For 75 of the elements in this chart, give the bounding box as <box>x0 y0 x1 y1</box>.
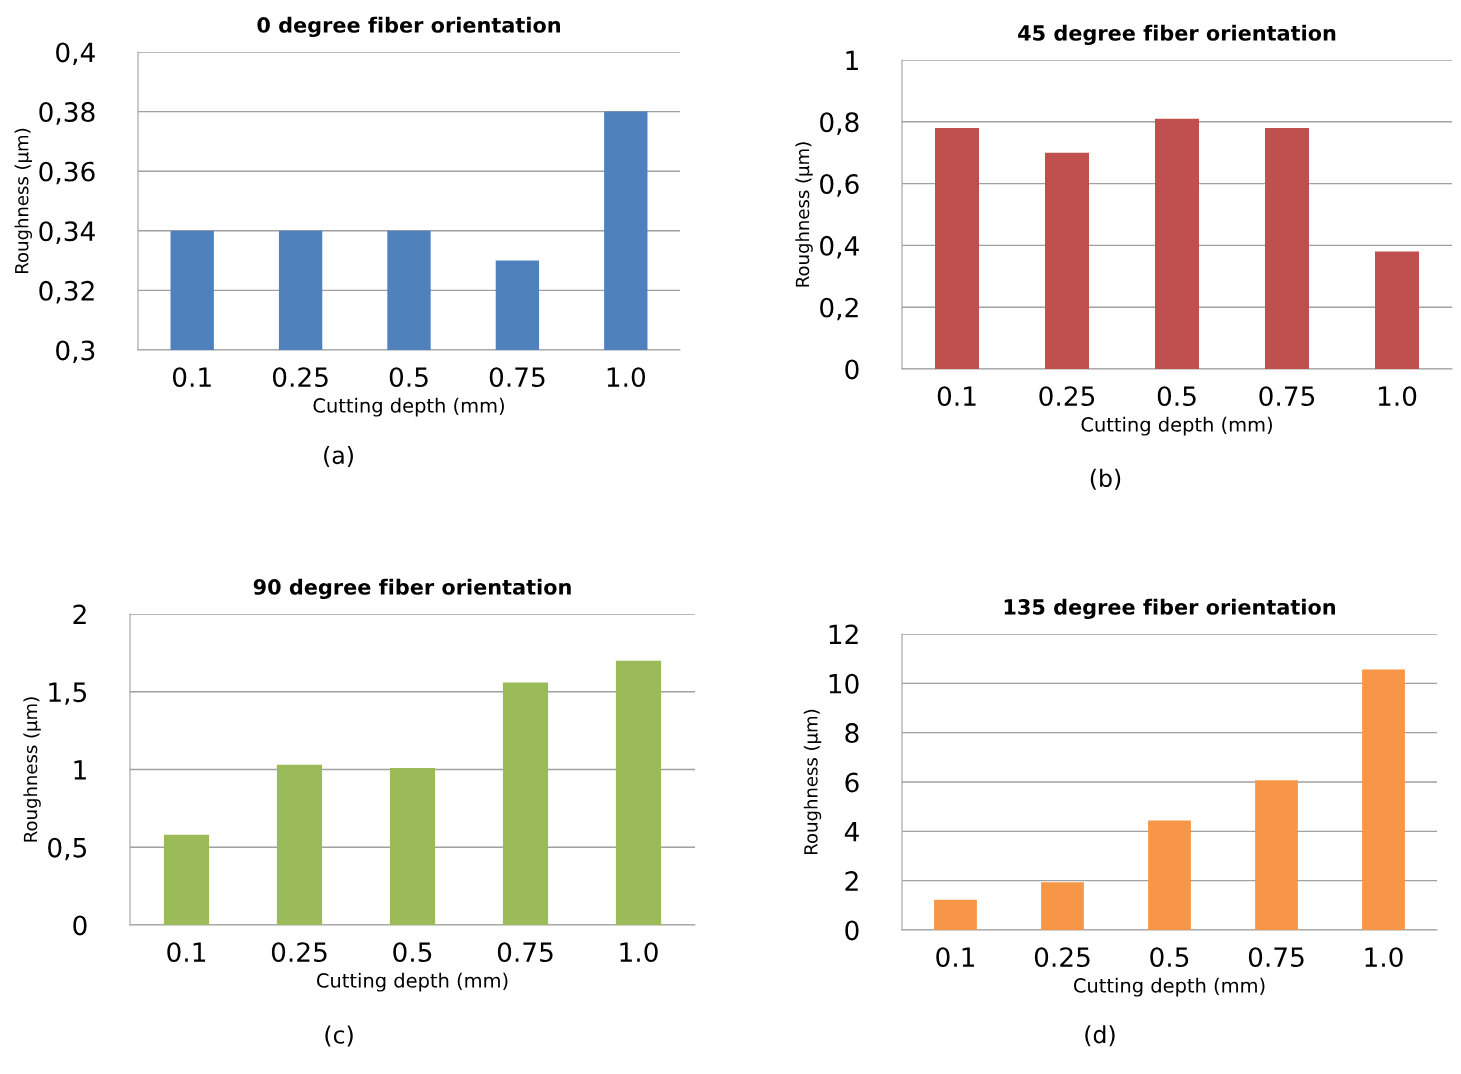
x-tick-label: 1.0 <box>620 942 658 963</box>
y-tick-label: 12 <box>829 624 858 645</box>
x-tick-label: 0.75 <box>1248 947 1304 968</box>
bar <box>934 899 977 930</box>
y-tick-label: 1 <box>74 760 86 780</box>
text: (d) <box>1085 1025 1115 1047</box>
y-tick-label: 0,6 <box>820 174 859 197</box>
text: (c) <box>325 1025 353 1047</box>
y-tick-label: 0,34 <box>39 221 95 244</box>
x-axis-title: Cutting depth (mm) <box>316 972 508 992</box>
chart-title: 45 degree fiber orientation <box>1018 24 1336 46</box>
y-tick-label: 0,8 <box>820 112 859 135</box>
x-axis-title: Cutting depth (mm) <box>313 397 504 417</box>
y-tick-label: 6 <box>845 772 859 793</box>
y-axis-title: Roughness (µm) <box>803 709 822 854</box>
bar <box>1255 780 1298 930</box>
x-tick-label: 0.1 <box>936 947 975 968</box>
y-tick-label: 0 <box>845 359 859 380</box>
x-tick-label: 0.5 <box>389 367 428 388</box>
x-tick-label: 0.5 <box>1157 386 1196 407</box>
x-tick-label: 1.0 <box>1365 947 1403 968</box>
y-tick-label: 0,36 <box>39 161 95 185</box>
bar <box>502 682 549 925</box>
chart-title: 0 degree fiber orientation <box>257 16 560 38</box>
bar <box>1045 152 1089 369</box>
text: (a) <box>324 445 353 467</box>
x-tick-label: 1.0 <box>1378 386 1417 407</box>
x-tick-label: 0.25 <box>272 367 328 388</box>
y-axis-title: Roughness (µm) <box>795 142 813 287</box>
text: (b) <box>1090 468 1121 490</box>
x-tick-label: 0.1 <box>937 386 976 407</box>
y-tick-label: 0 <box>845 920 859 941</box>
bar <box>1155 118 1199 369</box>
x-tick-label: 0.25 <box>1039 386 1095 407</box>
bar <box>615 660 662 925</box>
y-tick-label: 0,2 <box>820 297 858 321</box>
bar <box>1375 251 1419 369</box>
bar <box>1265 127 1309 369</box>
y-tick-label: 0,4 <box>820 235 859 259</box>
x-axis-title: Cutting depth (mm) <box>1081 416 1272 436</box>
y-tick-label: 0,5 <box>48 837 87 861</box>
x-tick-label: 0.1 <box>167 942 206 963</box>
y-tick-label: 10 <box>829 673 859 694</box>
chart-title: 135 degree fiber orientation <box>1004 598 1335 620</box>
x-tick-label: 0.25 <box>1034 947 1090 968</box>
x-tick-label: 0.5 <box>1150 947 1189 968</box>
y-tick-label: 1 <box>846 50 858 71</box>
x-tick-label: 0.75 <box>497 942 553 963</box>
y-tick-label: 2 <box>73 604 86 625</box>
x-tick-label: 1.0 <box>607 367 646 388</box>
y-axis-title: Roughness (µm) <box>23 697 41 842</box>
chart-title: 90 degree fiber orientation <box>253 578 571 600</box>
x-tick-label: 0.75 <box>1259 386 1315 407</box>
y-tick-label: 0,38 <box>39 102 95 125</box>
y-tick-label: 2 <box>845 871 858 891</box>
bar <box>276 764 323 925</box>
bar <box>389 767 436 925</box>
y-tick-label: 0 <box>73 915 87 936</box>
y-tick-label: 0,32 <box>39 280 94 304</box>
x-tick-label: 0.75 <box>489 367 545 388</box>
y-tick-label: 0,3 <box>56 340 95 364</box>
bar <box>1362 669 1405 930</box>
y-axis-title: Roughness (µm) <box>14 128 33 273</box>
y-tick-label: 1,5 <box>49 682 87 705</box>
y-tick-label: 8 <box>845 723 859 744</box>
bar <box>935 127 979 369</box>
x-tick-label: 0.5 <box>393 942 432 963</box>
y-tick-label: 0,4 <box>56 42 95 66</box>
bar <box>1041 882 1084 930</box>
bar <box>1148 820 1191 930</box>
bar <box>163 834 210 925</box>
x-tick-label: 0.1 <box>172 367 211 388</box>
x-tick-label: 0.25 <box>271 942 327 963</box>
x-axis-title: Cutting depth (mm) <box>1073 977 1265 997</box>
y-tick-label: 4 <box>844 822 859 842</box>
